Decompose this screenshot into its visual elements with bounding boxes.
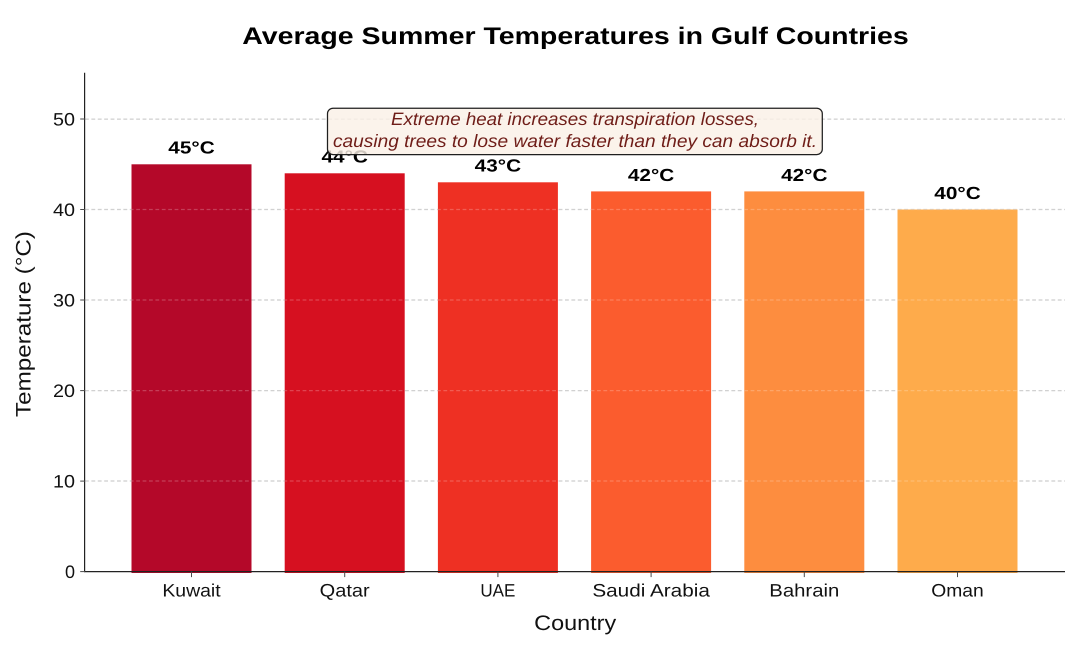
svg-text:Qatar: Qatar	[320, 581, 370, 601]
svg-text:0: 0	[65, 562, 75, 582]
svg-text:43°C: 43°C	[475, 156, 522, 176]
svg-text:Country: Country	[534, 612, 617, 635]
svg-text:30: 30	[53, 290, 75, 310]
svg-text:Kuwait: Kuwait	[162, 581, 220, 601]
svg-text:Average Summer Temperatures in: Average Summer Temperatures in Gulf Coun…	[242, 23, 909, 50]
svg-text:20: 20	[53, 381, 75, 401]
svg-text:40: 40	[53, 200, 75, 220]
svg-text:10: 10	[53, 471, 75, 491]
svg-text:Bahrain: Bahrain	[769, 581, 839, 601]
svg-text:Saudi Arabia: Saudi Arabia	[592, 581, 711, 601]
svg-text:50: 50	[53, 109, 75, 129]
svg-text:causing trees to lose water fa: causing trees to lose water faster than …	[333, 131, 817, 151]
svg-text:40°C: 40°C	[934, 183, 981, 203]
svg-text:Extreme heat increases transpi: Extreme heat increases transpiration los…	[391, 109, 759, 129]
svg-text:42°C: 42°C	[628, 165, 675, 185]
svg-text:Temperature (°C): Temperature (°C)	[13, 231, 36, 417]
svg-text:Oman: Oman	[931, 581, 984, 601]
svg-text:42°C: 42°C	[781, 165, 828, 185]
svg-text:UAE: UAE	[480, 581, 515, 601]
svg-text:45°C: 45°C	[168, 138, 215, 158]
